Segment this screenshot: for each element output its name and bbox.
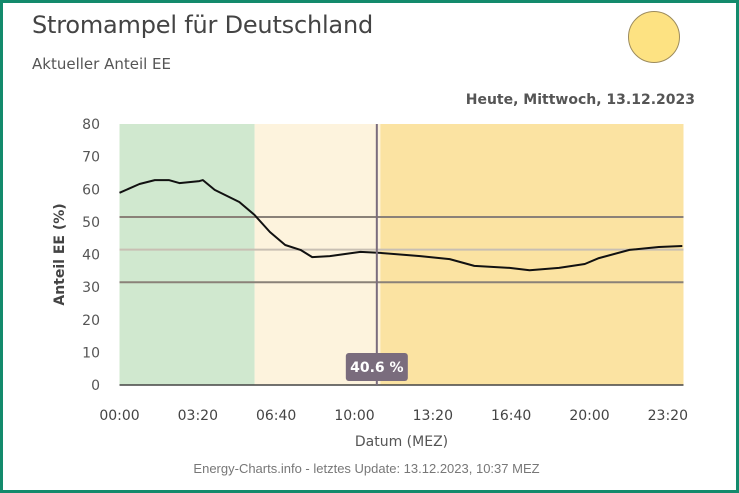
y-tick-label: 80 — [82, 117, 100, 133]
y-tick-label: 40 — [82, 248, 100, 264]
chart-date-label: Heute, Mittwoch, 13.12.2023 — [465, 92, 695, 108]
current-value-text: 40.6 % — [350, 360, 403, 376]
footer-update-text: Energy-Charts.info - letztes Update: 13.… — [193, 461, 540, 476]
y-axis-label: Anteil EE (%) — [52, 203, 68, 305]
y-tick-label: 70 — [82, 150, 100, 166]
band-light-yellow — [254, 124, 381, 385]
y-tick-label: 0 — [91, 378, 100, 394]
y-tick-label: 20 — [82, 313, 100, 329]
traffic-light-indicator — [628, 11, 680, 63]
y-tick-label: 50 — [82, 215, 100, 231]
page-title: Stromampel für Deutschland — [32, 11, 373, 39]
x-tick-label: 23:20 — [648, 408, 688, 424]
x-tick-label: 20:00 — [569, 408, 609, 424]
x-tick-label: 03:20 — [178, 408, 218, 424]
current-value-badge: 40.6 % — [345, 353, 408, 381]
band-green — [119, 124, 255, 385]
y-tick-label: 60 — [82, 182, 100, 198]
y-tick-label: 10 — [82, 345, 100, 361]
series-line-anteil-ee — [119, 179, 683, 272]
page-subtitle: Aktueller Anteil EE — [32, 55, 171, 73]
x-tick-label: 06:40 — [256, 408, 296, 424]
y-tick-label: 30 — [82, 280, 100, 296]
x-tick-label: 10:00 — [334, 408, 374, 424]
band-orange — [380, 124, 684, 385]
x-tick-label: 13:20 — [413, 408, 453, 424]
x-tick-label: 16:40 — [491, 408, 531, 424]
x-tick-label: 00:00 — [99, 408, 139, 424]
x-axis-label: Datum (MEZ) — [355, 434, 448, 450]
